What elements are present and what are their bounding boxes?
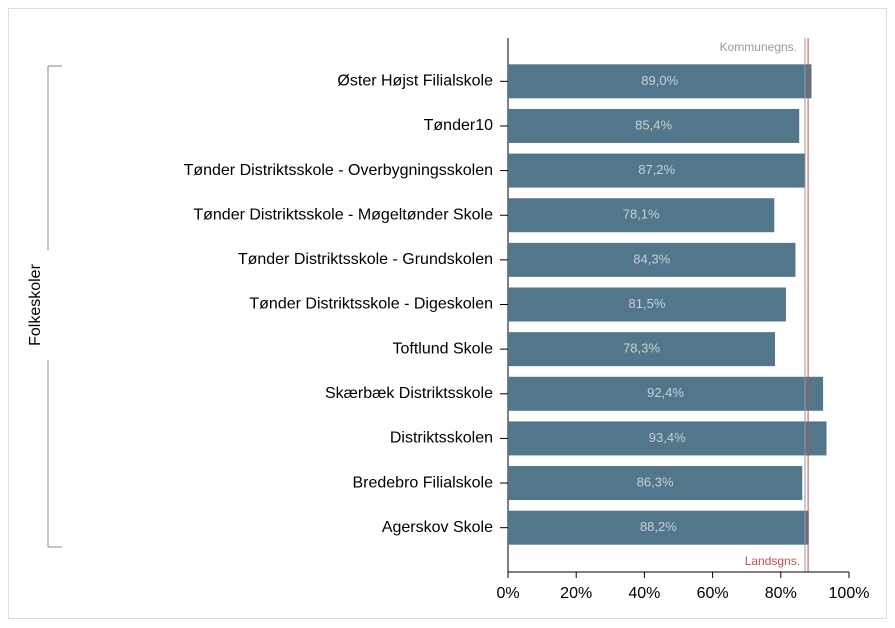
value-label: 89,0%	[641, 73, 678, 88]
value-label: 93,4%	[649, 430, 686, 445]
category-label: Bredebro Filialskole	[352, 474, 493, 491]
bar	[508, 287, 786, 322]
bar	[508, 198, 775, 233]
value-label: 87,2%	[638, 162, 675, 177]
category-label: Tønder Distriktsskole - Møgeltønder Skol…	[193, 206, 493, 223]
value-label: 92,4%	[647, 385, 684, 400]
reference-label: Landsgns.	[745, 554, 800, 568]
bar	[508, 466, 803, 501]
value-label: 78,3%	[623, 341, 660, 356]
value-label: 88,2%	[640, 519, 677, 534]
x-tick-label: 100%	[829, 585, 870, 602]
bar	[508, 510, 809, 545]
category-label: Agerskov Skole	[382, 519, 493, 536]
bar	[508, 332, 776, 367]
category-label: Tønder Distriktsskole - Overbygningsskol…	[184, 162, 493, 179]
bar	[508, 376, 824, 411]
bar	[508, 64, 812, 99]
value-label: 78,1%	[623, 207, 660, 222]
x-tick-label: 80%	[765, 585, 797, 602]
category-label: Tønder Distriktsskole - Digeskolen	[249, 296, 493, 313]
value-label: 86,3%	[637, 474, 674, 489]
x-tick-label: 40%	[628, 585, 660, 602]
value-label: 85,4%	[635, 117, 672, 132]
value-label: 81,5%	[629, 296, 666, 311]
bar	[508, 153, 806, 188]
value-label: 84,3%	[633, 251, 670, 266]
category-label: Toftlund Skole	[392, 340, 493, 357]
category-label: Distriktsskolen	[390, 430, 493, 447]
bar	[508, 108, 800, 143]
x-tick-label: 20%	[560, 585, 592, 602]
bar	[508, 242, 796, 277]
category-label: Skærbæk Distriktsskole	[325, 385, 493, 402]
x-tick-label: 60%	[697, 585, 729, 602]
bar	[508, 421, 827, 456]
category-label: Tønder10	[424, 117, 493, 134]
x-tick-label: 0%	[496, 585, 519, 602]
reference-label: Kommunegns.	[720, 40, 797, 54]
group-label: Folkeskoler	[27, 263, 44, 345]
category-label: Tønder Distriktsskole - Grundskolen	[238, 251, 493, 268]
category-label: Øster Højst Filialskole	[337, 73, 493, 90]
frame	[8, 8, 887, 619]
